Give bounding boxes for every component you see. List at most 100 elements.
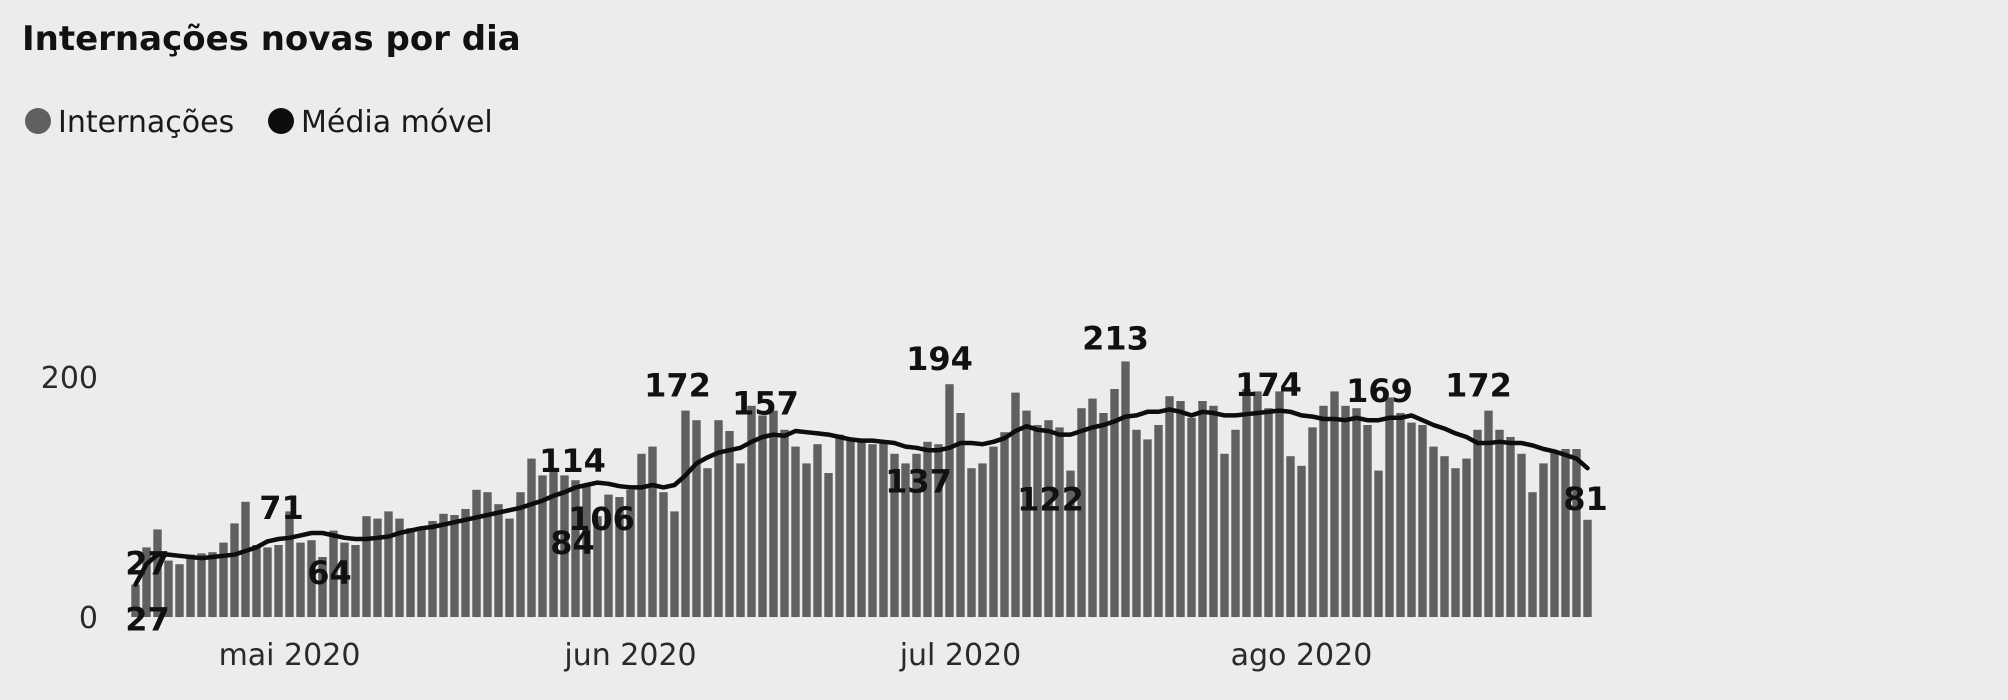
bar: [1484, 410, 1493, 617]
bar: [527, 458, 536, 617]
data-label: 137: [885, 463, 952, 501]
data-label: 157: [732, 385, 799, 423]
bar: [1099, 413, 1108, 617]
bar: [1462, 458, 1471, 617]
bar: [406, 528, 415, 617]
bar: [1495, 429, 1504, 617]
bar: [824, 473, 833, 617]
bar: [857, 441, 866, 617]
bar: [1253, 391, 1262, 617]
bar: [197, 553, 206, 617]
bar: [626, 489, 635, 617]
bar: [1517, 453, 1526, 617]
bar: [1407, 422, 1416, 617]
bar: [274, 545, 283, 617]
bar: [439, 513, 448, 617]
bar: [879, 441, 888, 617]
bar: [1275, 391, 1284, 617]
data-label: 114: [539, 442, 606, 480]
bar: [1539, 463, 1548, 617]
bar: [1550, 451, 1559, 617]
bar: [560, 475, 569, 617]
bar: [219, 542, 228, 617]
bar: [1528, 492, 1537, 617]
data-label: 194: [906, 340, 973, 378]
bar: [340, 542, 349, 617]
data-label: 84: [550, 524, 595, 562]
bar: [1286, 456, 1295, 617]
bar: [1297, 465, 1306, 617]
bar: [241, 501, 250, 617]
bar: [780, 429, 789, 617]
bar: [263, 547, 272, 617]
bar: [1121, 361, 1130, 617]
bar: [912, 453, 921, 617]
bar: [1341, 405, 1350, 617]
bar: [131, 584, 140, 617]
bar: [956, 413, 965, 617]
x-axis: mai 2020 jun 2020 jul 2020 ago 2020: [219, 638, 1373, 673]
bar: [813, 444, 822, 617]
bar: [1176, 401, 1185, 617]
bar: [384, 511, 393, 617]
bar: [351, 545, 360, 617]
data-label: 174: [1235, 366, 1302, 404]
bar: [846, 439, 855, 617]
data-label: 122: [1017, 481, 1084, 519]
bar: [505, 518, 514, 617]
bar: [1473, 429, 1482, 617]
bar: [483, 492, 492, 617]
bar: [681, 410, 690, 617]
data-label: 213: [1082, 319, 1149, 357]
bar: [1363, 425, 1372, 617]
bar: [1132, 429, 1141, 617]
y-axis: 0 200: [41, 361, 98, 636]
bar: [890, 453, 899, 617]
bar: [186, 554, 195, 617]
bar: [747, 405, 756, 617]
legend-marker-internacoes: [25, 108, 51, 134]
data-label: 106: [568, 500, 635, 538]
bar: [329, 530, 338, 617]
moving-average-line: [133, 407, 1590, 587]
data-label: 169: [1346, 372, 1413, 410]
bar: [1077, 408, 1086, 617]
bar: [1209, 405, 1218, 617]
x-tick-label: jun 2020: [563, 638, 696, 673]
bar: [1352, 408, 1361, 617]
bar: [252, 545, 261, 617]
bar: [978, 463, 987, 617]
y-tick-label: 0: [79, 601, 98, 636]
bar: [450, 515, 459, 617]
bar: [1308, 427, 1317, 617]
bar: [142, 547, 151, 617]
bar: [1374, 470, 1383, 617]
bar: [494, 504, 503, 617]
bar: [1242, 389, 1251, 617]
bar: [362, 516, 371, 617]
bar: [549, 468, 558, 617]
bar: [1165, 396, 1174, 617]
bar: [1088, 398, 1097, 617]
bar: [230, 523, 239, 617]
data-label: 27: [125, 601, 170, 639]
bar: [802, 463, 811, 617]
bar: [582, 485, 591, 617]
bar: [1396, 413, 1405, 617]
bar: [307, 540, 316, 617]
bar: [395, 518, 404, 617]
bar: [901, 463, 910, 617]
bar: [175, 564, 184, 617]
bar: [318, 557, 327, 617]
bar: [615, 497, 624, 617]
bar: [1187, 417, 1196, 617]
y-tick-label: 200: [41, 361, 98, 396]
bar: [1451, 468, 1460, 617]
x-tick-label: ago 2020: [1231, 638, 1373, 673]
line-series-media-movel: [133, 407, 1590, 587]
legend-label-media-movel: Média móvel: [301, 105, 493, 140]
bar: [1154, 425, 1163, 617]
legend-marker-media-movel: [268, 108, 294, 134]
bar: [736, 463, 745, 617]
